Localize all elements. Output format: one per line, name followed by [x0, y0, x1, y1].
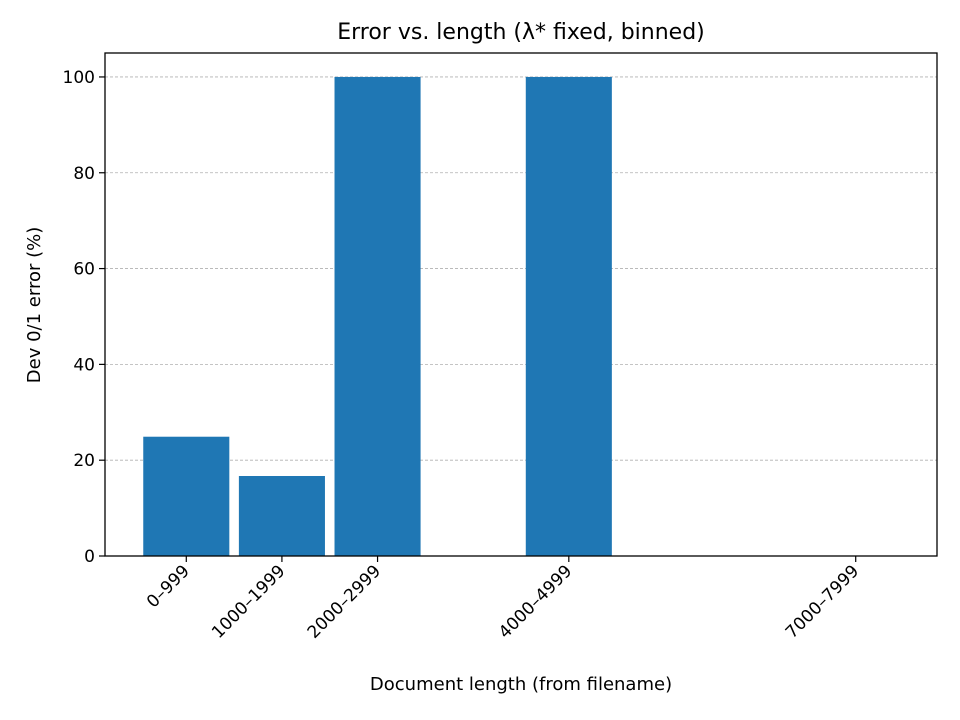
bars: [143, 76, 612, 556]
y-tick-label: 40: [73, 355, 95, 375]
y-tick-label: 0: [84, 547, 95, 567]
y-tick-label: 20: [73, 451, 95, 471]
y-tick-label: 100: [63, 68, 95, 88]
y-tick-label: 80: [73, 164, 95, 184]
x-axis-label: Document length (from filename): [370, 674, 672, 695]
y-tick-label: 60: [73, 260, 95, 280]
bar: [334, 76, 421, 556]
y-axis-ticks: 0 20 40 60 80 100: [63, 68, 105, 567]
bar: [143, 436, 230, 556]
bar: [525, 76, 612, 556]
plot-frame: [104, 52, 938, 557]
y-axis-label: Dev 0/1 error (%): [24, 227, 45, 383]
chart-title: Error vs. length (λ* fixed, binned): [337, 20, 705, 45]
bar: [238, 475, 325, 556]
